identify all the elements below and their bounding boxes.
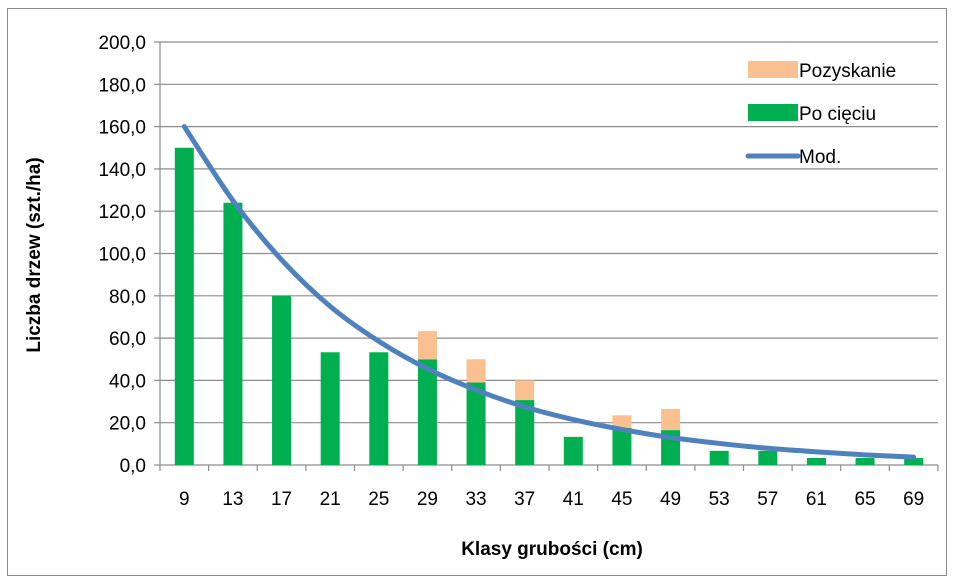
y-tick-label: 0,0 [120, 456, 146, 477]
x-axis-title: Klasy grubości (cm) [461, 539, 643, 560]
x-tick-label: 13 [222, 489, 243, 510]
bar-po-ci-ciu [904, 458, 924, 465]
legend-label-mod-: Mod. [799, 147, 841, 168]
x-tick-label: 45 [611, 489, 632, 510]
legend: Pozyskanie Po cięciu Mod. [745, 61, 896, 168]
bar-po-ci-ciu [806, 458, 826, 465]
x-tick-label: 61 [806, 489, 827, 510]
y-tick-labels: 0,0 20,0 40,0 60,0 80,0 100,0 120,0 140,0 160,0 1… [98, 33, 146, 477]
y-tick-label: 180,0 [98, 75, 146, 96]
x-tick-label: 37 [514, 489, 535, 510]
x-tick-label: 21 [320, 489, 341, 510]
x-tick-label: 53 [709, 489, 730, 510]
bar-pozyskanie [466, 359, 486, 383]
bar-po-ci-ciu [223, 202, 243, 466]
legend-label-pozyskanie: Pozyskanie [799, 61, 896, 82]
x-tick-label: 17 [271, 489, 292, 510]
x-tick-label: 49 [660, 489, 681, 510]
y-tick-label: 140,0 [98, 160, 146, 181]
bar-pozyskanie [661, 408, 681, 431]
bar-po-ci-ciu [466, 382, 486, 465]
chart-frame [7, 8, 947, 576]
y-tick-label: 80,0 [109, 287, 146, 308]
y-tick-label: 40,0 [109, 371, 146, 392]
model-line-path [181, 124, 917, 460]
x-tick-labels: 9 13 17 21 25 29 33 37 41 45 49 53 57 61 65 69 [179, 489, 924, 510]
x-tick-label: 9 [179, 489, 190, 510]
y-tick-label: 160,0 [98, 118, 146, 139]
bar-po-ci-ciu [417, 359, 437, 465]
bar-pozyskanie [417, 331, 437, 360]
legend-label-po-ci-ciu: Po cięciu [799, 104, 876, 125]
bar-pozyskanie [515, 380, 535, 401]
bar-po-ci-ciu [855, 458, 875, 465]
x-tick-label: 25 [368, 489, 389, 510]
model-line [181, 124, 917, 460]
x-tick-label: 29 [417, 489, 438, 510]
x-tick-label: 41 [563, 489, 584, 510]
legend-swatch-po-ci-ciu [748, 104, 798, 121]
y-axis-title: Liczba drzew (szt./ha) [24, 157, 45, 352]
bar-po-ci-ciu [709, 450, 729, 465]
bar-po-ci-ciu [272, 295, 292, 465]
y-tick-label: 200,0 [98, 33, 146, 54]
y-tick-label: 120,0 [98, 202, 146, 223]
legend-swatch-pozyskanie [748, 61, 798, 78]
x-tick-label: 65 [854, 489, 875, 510]
x-tick-label: 33 [465, 489, 486, 510]
bar-po-ci-ciu [369, 352, 389, 465]
y-tick-label: 100,0 [98, 245, 146, 266]
bar-po-ci-ciu [515, 400, 535, 465]
bar-po-ci-ciu [758, 450, 778, 465]
bar-pozyskanie [612, 415, 632, 428]
bar-po-ci-ciu [320, 352, 340, 465]
x-tick-label: 69 [903, 489, 924, 510]
bars [174, 147, 924, 466]
bar-po-ci-ciu [612, 427, 632, 465]
bar-po-ci-ciu [174, 147, 194, 465]
bar-po-ci-ciu [563, 436, 583, 465]
y-tick-label: 60,0 [109, 329, 146, 350]
x-tick-label: 57 [757, 489, 778, 510]
y-tick-label: 20,0 [109, 414, 146, 435]
